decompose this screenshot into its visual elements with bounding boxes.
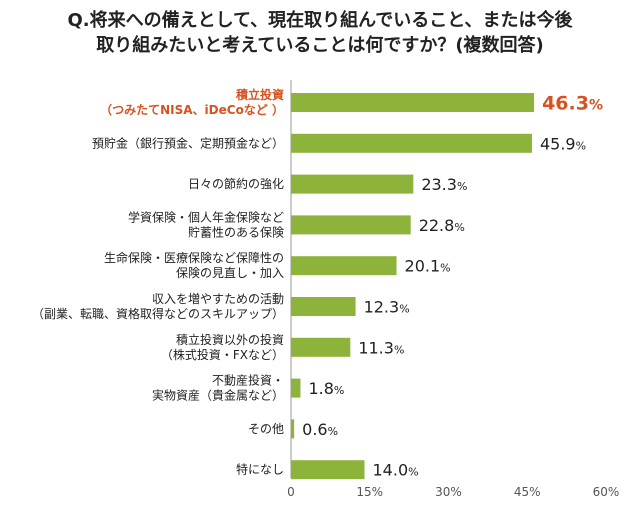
bar (291, 419, 295, 439)
category-label-line: 特になし (236, 462, 284, 477)
bar (291, 174, 414, 194)
bar (291, 133, 532, 153)
value-unit: % (589, 98, 603, 114)
chart-title-line-2: 取り組みたいと考えていることは何ですか？(複数回答) (96, 35, 544, 56)
value-label: 46.3% (542, 93, 603, 115)
category-label: 積立投資以外の投資（株式投資・FXなど） (161, 332, 284, 362)
value-label: 0.6% (302, 420, 338, 439)
category-label: 日々の節約の強化 (188, 176, 284, 191)
value-number: 22.8 (419, 216, 455, 235)
category-label-line: 生命保険・医療保険など保障性の (104, 250, 284, 265)
category-label-line: 不動産投資・ (212, 373, 284, 388)
chart-title-line-1: Q.将来への備えとして、現在取り組んでいること、または今後 (67, 10, 573, 31)
value-number: 0.6 (302, 420, 327, 439)
category-label-line: 貯蓄性のある保険 (188, 225, 284, 239)
category-label-line: 学資保険・個人年金保険など (128, 209, 284, 224)
category-label-line: 積立投資以外の投資 (176, 332, 284, 347)
value-label: 23.3% (421, 175, 467, 194)
value-unit: % (328, 425, 338, 438)
value-label: 20.1% (405, 257, 451, 276)
category-label-line: 実物資産（貴金属など） (152, 388, 284, 403)
bar (291, 256, 397, 276)
x-tick-label: 30% (435, 485, 462, 499)
category-label-line: 保険の見直し・加入 (176, 266, 284, 280)
x-tick-label: 45% (514, 485, 541, 499)
category-label: 学資保険・個人年金保険など貯蓄性のある保険 (128, 209, 284, 239)
value-unit: % (454, 221, 464, 234)
bar (291, 215, 411, 235)
value-unit: % (394, 343, 404, 356)
category-label-line: （株式投資・FXなど） (161, 347, 284, 362)
category-label: 不動産投資・実物資産（貴金属など） (152, 373, 284, 403)
chart-title: Q.将来への備えとして、現在取り組んでいること、または今後 取り組みたいと考えて… (0, 8, 640, 58)
category-label: 生命保険・医療保険など保障性の保険の見直し・加入 (104, 250, 284, 280)
value-number: 45.9 (540, 134, 576, 153)
value-label: 11.3% (358, 338, 404, 357)
value-unit: % (576, 139, 586, 152)
value-number: 46.3 (542, 93, 589, 115)
category-label-line: 収入を増やすための活動 (152, 292, 284, 306)
value-number: 11.3 (358, 338, 394, 357)
x-tick-label: 0 (287, 485, 295, 499)
category-label: 収入を増やすための活動（副業、転職、資格取得などのスキルアップ） (32, 292, 284, 321)
category-label-line: （副業、転職、資格取得などのスキルアップ） (32, 306, 284, 321)
category-label-line: その他 (248, 422, 284, 436)
bar (291, 378, 301, 398)
value-unit: % (334, 384, 344, 397)
x-tick-label: 60% (593, 485, 620, 499)
category-label-line: 日々の節約の強化 (188, 176, 284, 191)
bar (291, 337, 351, 357)
value-label: 1.8% (308, 379, 344, 398)
value-unit: % (440, 262, 450, 275)
category-label: 特になし (236, 462, 284, 477)
category-label: 積立投資（つみたてNISA、iDeCoなど ） (100, 87, 284, 117)
bar (291, 297, 356, 316)
category-label: 預貯金（銀行預金、定期預金など） (92, 135, 284, 150)
value-number: 20.1 (405, 257, 441, 276)
value-number: 23.3 (421, 175, 457, 194)
x-tick-label: 15% (356, 485, 383, 499)
value-label: 14.0% (373, 461, 419, 480)
bar (291, 460, 365, 480)
category-label-line: （つみたてNISA、iDeCoなど ） (100, 102, 284, 117)
category-label-line: 預貯金（銀行預金、定期預金など） (92, 135, 284, 150)
value-number: 1.8 (308, 379, 333, 398)
value-label: 45.9% (540, 134, 586, 153)
value-label: 22.8% (419, 216, 465, 235)
value-number: 12.3 (364, 298, 400, 317)
bar (291, 93, 535, 112)
value-unit: % (408, 466, 418, 479)
value-unit: % (399, 303, 409, 316)
value-label: 12.3% (364, 298, 410, 317)
category-label: その他 (248, 422, 284, 436)
value-number: 14.0 (373, 461, 409, 480)
category-label-line: 積立投資 (235, 87, 284, 102)
value-unit: % (457, 180, 467, 193)
